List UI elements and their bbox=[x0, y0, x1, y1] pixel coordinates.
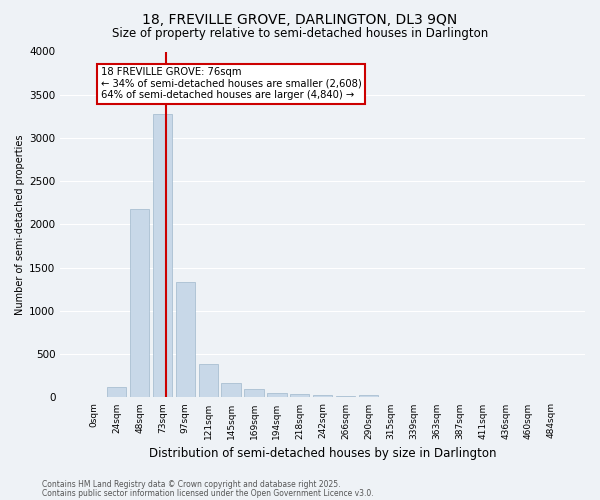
Text: Contains HM Land Registry data © Crown copyright and database right 2025.: Contains HM Land Registry data © Crown c… bbox=[42, 480, 341, 489]
Text: 18, FREVILLE GROVE, DARLINGTON, DL3 9QN: 18, FREVILLE GROVE, DARLINGTON, DL3 9QN bbox=[142, 12, 458, 26]
Bar bbox=[267, 392, 287, 398]
Text: Size of property relative to semi-detached houses in Darlington: Size of property relative to semi-detach… bbox=[112, 28, 488, 40]
Text: Contains public sector information licensed under the Open Government Licence v3: Contains public sector information licen… bbox=[42, 488, 374, 498]
Bar bbox=[199, 364, 218, 398]
Bar bbox=[130, 209, 149, 398]
Bar bbox=[107, 387, 127, 398]
Bar bbox=[244, 389, 264, 398]
Bar bbox=[336, 396, 355, 398]
X-axis label: Distribution of semi-detached houses by size in Darlington: Distribution of semi-detached houses by … bbox=[149, 447, 496, 460]
Bar bbox=[290, 394, 310, 398]
Bar bbox=[153, 114, 172, 398]
Bar bbox=[221, 383, 241, 398]
Bar bbox=[313, 396, 332, 398]
Text: 18 FREVILLE GROVE: 76sqm
← 34% of semi-detached houses are smaller (2,608)
64% o: 18 FREVILLE GROVE: 76sqm ← 34% of semi-d… bbox=[101, 67, 361, 100]
Y-axis label: Number of semi-detached properties: Number of semi-detached properties bbox=[15, 134, 25, 314]
Bar bbox=[176, 282, 195, 398]
Bar bbox=[359, 396, 378, 398]
